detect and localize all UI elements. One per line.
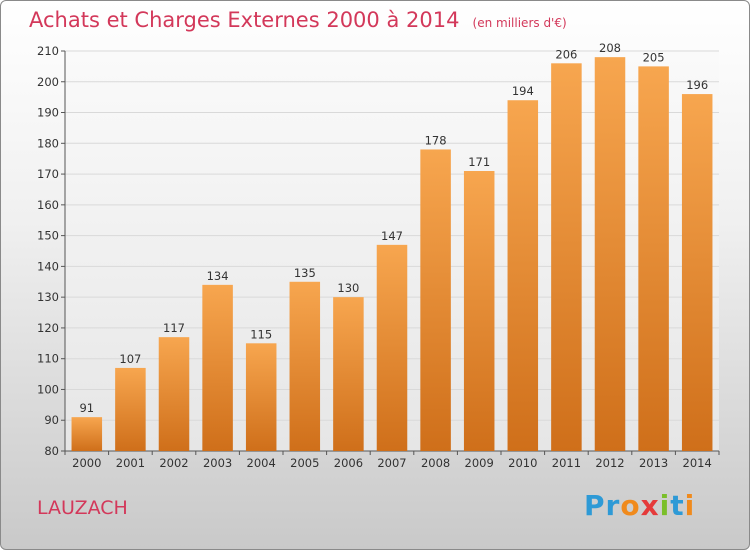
x-tick-label: 2012 <box>595 456 624 470</box>
y-tick-label: 170 <box>37 167 59 181</box>
bar <box>420 149 451 451</box>
bar <box>463 171 495 451</box>
bar <box>681 94 713 452</box>
y-tick-label: 110 <box>37 352 59 366</box>
bar-value-label: 206 <box>555 47 577 61</box>
bar-value-label: 194 <box>512 84 534 98</box>
y-tick-label: 120 <box>37 321 59 335</box>
x-tick-label: 2003 <box>203 456 232 470</box>
logo-letter: x <box>640 489 660 522</box>
x-tick-label: 2006 <box>334 456 363 470</box>
bar <box>71 417 103 451</box>
bar-value-label: 147 <box>381 229 403 243</box>
bar-value-label: 171 <box>468 155 490 169</box>
x-tick-label: 2014 <box>683 456 712 470</box>
x-tick-label: 2005 <box>290 456 319 470</box>
bar <box>333 297 364 451</box>
logo-letter: o <box>620 489 641 522</box>
bar <box>115 367 146 451</box>
y-tick-label: 140 <box>37 259 59 273</box>
bar-value-label: 130 <box>337 281 359 295</box>
x-tick-label: 2010 <box>508 456 537 470</box>
bar <box>594 57 626 452</box>
x-tick-label: 2011 <box>552 456 581 470</box>
bar <box>245 343 277 451</box>
y-tick-label: 100 <box>37 382 59 396</box>
bar-value-label: 205 <box>643 50 665 64</box>
bar-value-label: 178 <box>425 133 447 147</box>
bar-value-label: 91 <box>79 401 94 415</box>
y-tick-label: 90 <box>44 413 59 427</box>
x-tick-label: 2004 <box>247 456 276 470</box>
bar-value-label: 107 <box>119 352 141 366</box>
x-tick-label: 2000 <box>72 456 101 470</box>
y-tick-label: 200 <box>37 75 59 89</box>
y-tick-label: 150 <box>37 229 59 243</box>
logo-letter: t <box>670 489 685 522</box>
chart-title: Achats et Charges Externes 2000 à 2014 (… <box>29 8 567 32</box>
bar <box>376 244 408 451</box>
logo-letter: P <box>584 489 606 522</box>
x-tick-label: 2002 <box>159 456 188 470</box>
bar <box>638 66 669 451</box>
bar <box>507 100 539 451</box>
chart-unit: (en milliers d'€) <box>472 16 567 30</box>
bar-value-label: 134 <box>207 269 229 283</box>
y-tick-label: 210 <box>37 44 59 58</box>
x-tick-label: 2001 <box>116 456 145 470</box>
chart-title-text: Achats et Charges Externes 2000 à 2014 <box>29 8 460 32</box>
x-tick-label: 2009 <box>465 456 494 470</box>
y-tick-label: 160 <box>37 198 59 212</box>
y-tick-label: 80 <box>44 444 59 458</box>
bar <box>202 284 233 451</box>
bar-value-label: 115 <box>250 327 272 341</box>
plot-area: 8090100110120130140150160170180190200210… <box>37 41 720 470</box>
bar <box>289 281 321 451</box>
bar <box>158 337 190 451</box>
proxiti-logo: Proxiti <box>584 489 695 522</box>
logo-letter: i <box>659 489 671 522</box>
bar-value-label: 117 <box>163 321 185 335</box>
commune-name: LAUZACH <box>37 497 128 519</box>
y-tick-label: 180 <box>37 136 59 150</box>
y-tick-label: 130 <box>37 290 59 304</box>
bar-value-label: 196 <box>686 78 708 92</box>
logo-letter: i <box>684 489 696 522</box>
x-tick-label: 2013 <box>639 456 668 470</box>
bar-value-label: 208 <box>599 41 621 55</box>
x-tick-label: 2007 <box>377 456 406 470</box>
bar <box>551 63 582 452</box>
logo-letter: r <box>605 489 621 522</box>
y-tick-label: 190 <box>37 106 59 120</box>
x-tick-label: 2008 <box>421 456 450 470</box>
bar-value-label: 135 <box>294 266 316 280</box>
